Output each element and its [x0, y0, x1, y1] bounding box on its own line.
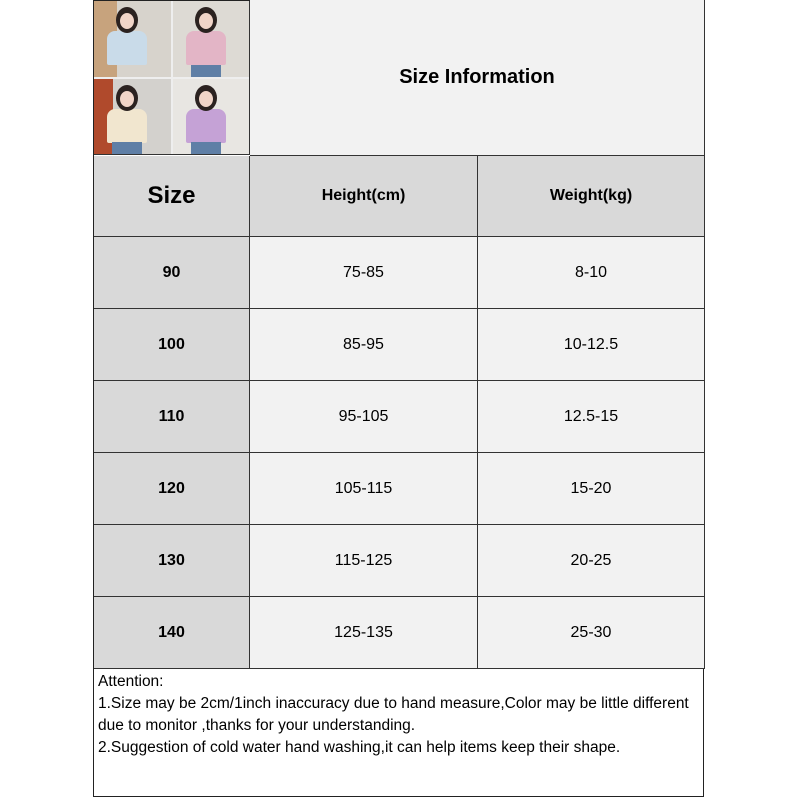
attention-line: 2.Suggestion of cold water hand washing,… — [98, 739, 621, 756]
photo-tile — [94, 1, 171, 77]
cell-weight: 12.5-15 — [478, 381, 705, 453]
cell-height: 115-125 — [250, 525, 478, 597]
cell-size: 100 — [94, 309, 250, 381]
cell-size: 110 — [94, 381, 250, 453]
cell-weight: 25-30 — [478, 597, 705, 669]
cell-weight: 15-20 — [478, 453, 705, 525]
cell-weight: 20-25 — [478, 525, 705, 597]
attention-heading: Attention: — [98, 673, 164, 690]
cell-weight: 8-10 — [478, 237, 705, 309]
cell-height: 95-105 — [250, 381, 478, 453]
cell-size: 90 — [94, 237, 250, 309]
cell-size: 140 — [94, 597, 250, 669]
attention-line: 1.Size may be 2cm/1inch inaccuracy due t… — [98, 695, 689, 734]
cell-height: 75-85 — [250, 237, 478, 309]
photo-tile — [172, 78, 249, 154]
cell-height: 125-135 — [250, 597, 478, 669]
photo-tile — [172, 1, 249, 77]
cell-height: 105-115 — [250, 453, 478, 525]
header-height: Height(cm) — [250, 156, 478, 237]
cell-height: 85-95 — [250, 309, 478, 381]
header-weight: Weight(kg) — [478, 156, 705, 237]
header-size: Size — [94, 156, 250, 237]
product-photo-collage — [94, 1, 250, 155]
attention-notes: Attention: 1.Size may be 2cm/1inch inacc… — [95, 669, 703, 796]
page-title: Size Information — [250, 0, 705, 156]
cell-weight: 10-12.5 — [478, 309, 705, 381]
photo-tile — [94, 78, 171, 154]
cell-size: 120 — [94, 453, 250, 525]
cell-size: 130 — [94, 525, 250, 597]
